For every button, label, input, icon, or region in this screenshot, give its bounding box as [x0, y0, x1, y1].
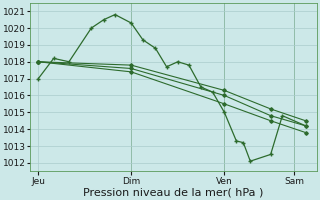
X-axis label: Pression niveau de la mer( hPa ): Pression niveau de la mer( hPa ): [84, 187, 264, 197]
